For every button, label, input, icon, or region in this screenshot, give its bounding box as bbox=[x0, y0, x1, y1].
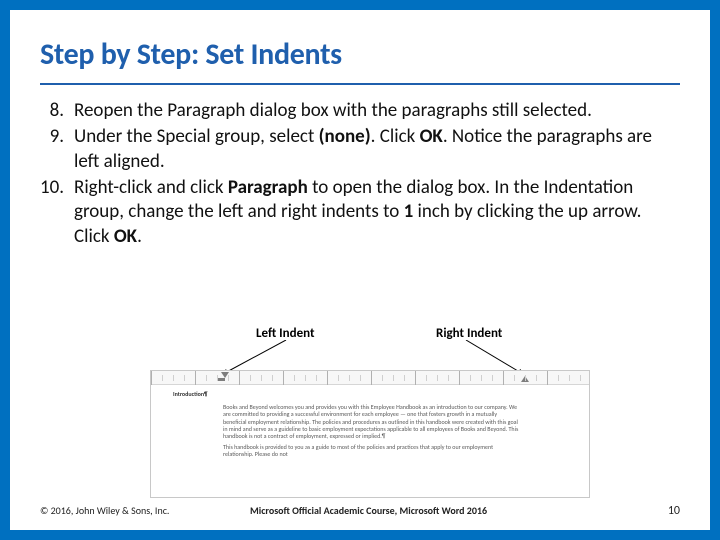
ruler-tick-minor bbox=[206, 375, 207, 381]
ruler-tick-minor bbox=[470, 375, 471, 381]
ruler-tick-minor bbox=[558, 375, 559, 381]
ruler-tick-minor bbox=[481, 375, 482, 381]
ruler-tick-major bbox=[503, 371, 504, 385]
step-text: Right-click and click Paragraph to open … bbox=[74, 176, 680, 249]
step-number: 10. bbox=[40, 176, 74, 249]
ruler-tick-minor bbox=[250, 375, 251, 381]
ruler-tick-minor bbox=[349, 375, 350, 381]
step-number: 8. bbox=[40, 99, 74, 123]
ruler-tick-minor bbox=[382, 375, 383, 381]
copyright-text: © 2016, John Wiley & Sons, Inc. bbox=[40, 504, 169, 517]
ruler-tick-major bbox=[283, 371, 284, 385]
ruler-tick-minor bbox=[569, 375, 570, 381]
ruler-tick-minor bbox=[437, 375, 438, 381]
ruler-tick-minor bbox=[514, 375, 515, 381]
ruler-tick-minor bbox=[305, 375, 306, 381]
doc-paragraph: Books and Beyond welcomes you and provid… bbox=[223, 404, 519, 440]
ruler-tick-major bbox=[459, 371, 460, 385]
figure-labels: Left Indent Right Indent bbox=[150, 326, 590, 354]
ruler-tick-minor bbox=[217, 375, 218, 381]
step-item: 9. Under the Special group, select (none… bbox=[40, 125, 680, 174]
ruler-tick-minor bbox=[173, 375, 174, 381]
ruler-tick-minor bbox=[360, 375, 361, 381]
indent-figure: Left Indent Right Indent Introduction¶ B… bbox=[150, 326, 590, 498]
step-text: Under the Special group, select (none). … bbox=[74, 125, 680, 174]
title-underline bbox=[40, 83, 680, 85]
left-indent-label: Left Indent bbox=[256, 326, 314, 341]
left-indent-marker-base-icon bbox=[217, 378, 225, 381]
ruler-tick-major bbox=[547, 371, 548, 385]
ruler-tick-minor bbox=[448, 375, 449, 381]
ruler-tick-minor bbox=[338, 375, 339, 381]
ruler-tick-minor bbox=[525, 375, 526, 381]
footer: © 2016, John Wiley & Sons, Inc. Microsof… bbox=[40, 504, 680, 518]
ruler-tick-minor bbox=[393, 375, 394, 381]
step-number: 9. bbox=[40, 125, 74, 174]
ruler-tick-minor bbox=[492, 375, 493, 381]
ruler-tick-minor bbox=[294, 375, 295, 381]
doc-paragraph: This handbook is provided to you as a gu… bbox=[223, 444, 519, 458]
ruler-tick-major bbox=[327, 371, 328, 385]
ruler bbox=[151, 371, 589, 385]
ruler-tick-minor bbox=[580, 375, 581, 381]
ruler-tick-minor bbox=[228, 375, 229, 381]
ruler-tick-major bbox=[195, 371, 196, 385]
ruler-tick-minor bbox=[261, 375, 262, 381]
document-body: Introduction¶ Books and Beyond welcomes … bbox=[223, 391, 519, 463]
page-number: 10 bbox=[668, 504, 680, 518]
word-screenshot: Introduction¶ Books and Beyond welcomes … bbox=[150, 370, 590, 498]
right-indent-label: Right Indent bbox=[436, 326, 502, 341]
step-text: Reopen the Paragraph dialog box with the… bbox=[74, 99, 680, 123]
steps-list: 8. Reopen the Paragraph dialog box with … bbox=[40, 99, 680, 249]
ruler-tick-minor bbox=[272, 375, 273, 381]
ruler-tick-minor bbox=[404, 375, 405, 381]
course-title: Microsoft Official Academic Course, Micr… bbox=[250, 504, 487, 517]
ruler-tick-major bbox=[371, 371, 372, 385]
ruler-tick-minor bbox=[162, 375, 163, 381]
doc-heading: Introduction¶ bbox=[173, 391, 519, 398]
ruler-tick-major bbox=[415, 371, 416, 385]
ruler-tick-minor bbox=[426, 375, 427, 381]
step-item: 8. Reopen the Paragraph dialog box with … bbox=[40, 99, 680, 123]
step-item: 10. Right-click and click Paragraph to o… bbox=[40, 176, 680, 249]
ruler-tick-major bbox=[151, 371, 152, 385]
slide: Step by Step: Set Indents 8. Reopen the … bbox=[0, 0, 720, 540]
ruler-tick-minor bbox=[184, 375, 185, 381]
ruler-tick-minor bbox=[536, 375, 537, 381]
ruler-tick-minor bbox=[316, 375, 317, 381]
ruler-tick-major bbox=[239, 371, 240, 385]
slide-title: Step by Step: Set Indents bbox=[40, 36, 680, 79]
